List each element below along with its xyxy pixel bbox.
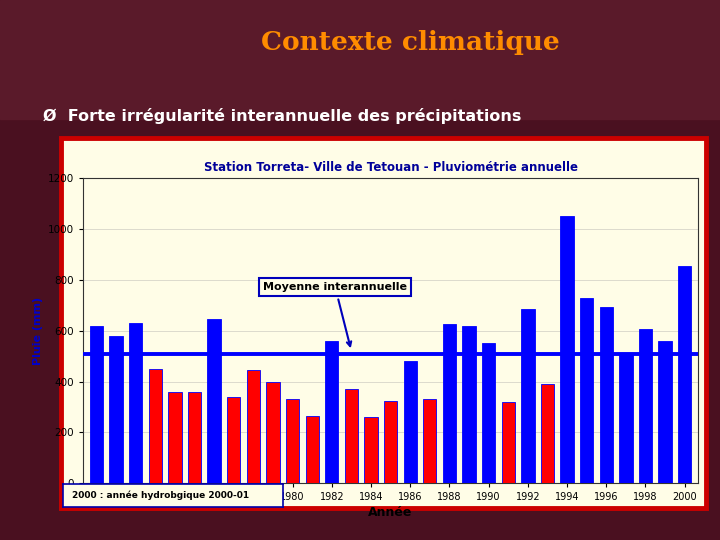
Bar: [423, 400, 436, 483]
Bar: [247, 370, 260, 483]
Bar: [541, 384, 554, 483]
Bar: [462, 326, 476, 483]
Bar: [345, 389, 358, 483]
Bar: [325, 341, 338, 483]
Bar: [364, 417, 378, 483]
Text: Ø  Forte irrégularité interannuelle des précipitations: Ø Forte irrégularité interannuelle des p…: [43, 108, 521, 124]
Text: Contexte climatique: Contexte climatique: [261, 30, 559, 55]
Bar: [207, 319, 221, 483]
Bar: [521, 309, 534, 483]
Bar: [482, 343, 495, 483]
Bar: [266, 382, 279, 483]
Bar: [286, 400, 300, 483]
Text: Moyenne interannuelle: Moyenne interannuelle: [264, 282, 408, 346]
Bar: [90, 326, 103, 483]
Bar: [227, 397, 240, 483]
Y-axis label: Pluie (mm): Pluie (mm): [33, 296, 43, 365]
Bar: [443, 325, 456, 483]
Bar: [0, 0, 720, 119]
Bar: [600, 307, 613, 483]
Bar: [580, 298, 593, 483]
Title: Station Torreta- Ville de Tetouan - Pluviométrie annuelle: Station Torreta- Ville de Tetouan - Pluv…: [204, 161, 577, 174]
Text: 2000 : année hydrobgique 2000-01: 2000 : année hydrobgique 2000-01: [72, 491, 249, 501]
Bar: [619, 354, 633, 483]
Bar: [560, 217, 574, 483]
Bar: [109, 336, 123, 483]
Bar: [502, 402, 515, 483]
Bar: [168, 392, 181, 483]
Bar: [148, 369, 162, 483]
Bar: [188, 392, 201, 483]
Bar: [129, 323, 143, 483]
Bar: [403, 361, 417, 483]
X-axis label: Année: Année: [369, 507, 413, 519]
Bar: [384, 401, 397, 483]
Bar: [678, 266, 691, 483]
Bar: [305, 416, 319, 483]
Bar: [658, 341, 672, 483]
Bar: [639, 329, 652, 483]
